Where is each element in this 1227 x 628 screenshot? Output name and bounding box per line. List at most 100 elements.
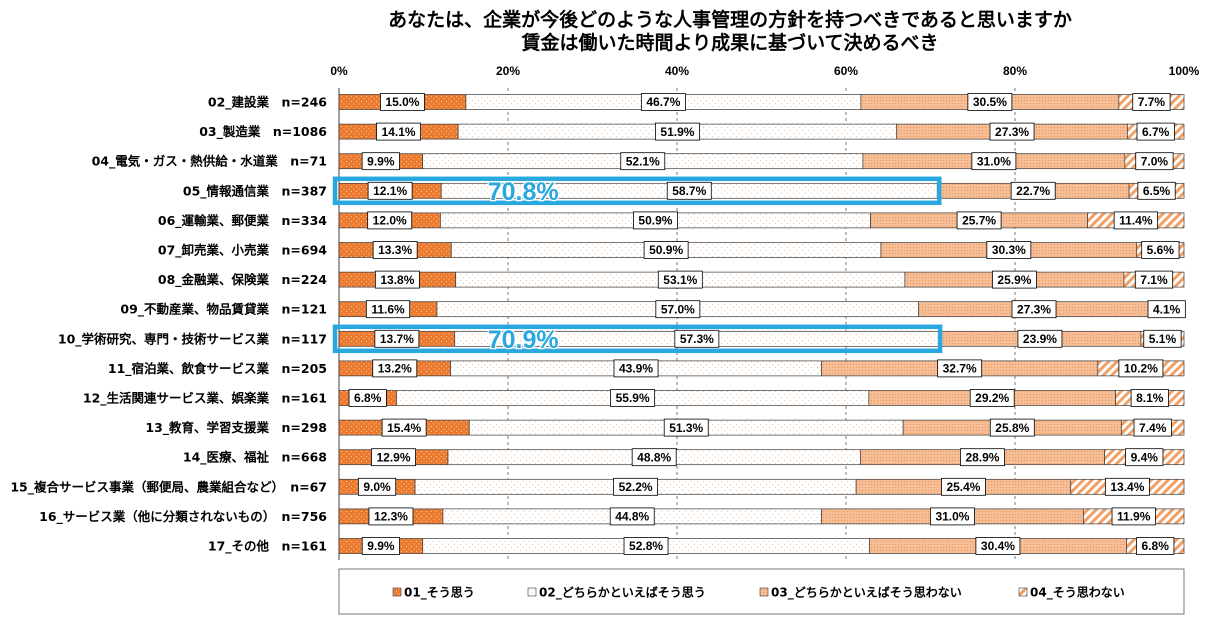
data-label: 12.1%: [367, 181, 413, 200]
data-label-box: [666, 181, 712, 200]
data-label: 27.3%: [1011, 300, 1057, 319]
x-tick-label: 80%: [1003, 64, 1027, 78]
data-label-box: [1136, 122, 1175, 141]
data-label-box: [663, 418, 709, 437]
data-label-text: 52.2%: [619, 480, 653, 494]
data-label: 7.0%: [1135, 152, 1174, 171]
category-label: 10_学術研究、専門・技術サービス業 n=117: [58, 331, 327, 347]
data-label-box: [930, 507, 975, 526]
data-label-text: 14.1%: [382, 125, 416, 139]
data-label: 30.5%: [967, 93, 1013, 111]
data-label-text: 23.9%: [1023, 332, 1057, 346]
data-label-box: [989, 418, 1035, 437]
data-label: 11.9%: [1111, 507, 1156, 526]
data-label-box: [613, 359, 659, 378]
data-label: 51.9%: [655, 122, 700, 141]
data-label-text: 43.9%: [619, 362, 653, 376]
data-label-box: [1133, 418, 1172, 437]
data-label-box: [975, 537, 1021, 555]
data-label: 52.2%: [613, 477, 659, 496]
data-label-text: 6.7%: [1142, 125, 1170, 139]
data-label-text: 9.4%: [1131, 450, 1159, 464]
data-label-text: 31.0%: [935, 510, 969, 524]
data-label-text: 15.0%: [385, 95, 419, 109]
data-label: 29.2%: [969, 389, 1015, 407]
data-label: 55.9%: [610, 389, 656, 407]
data-label-text: 10.2%: [1124, 362, 1158, 376]
data-label-text: 44.8%: [615, 510, 649, 524]
data-label-box: [1113, 211, 1158, 230]
data-label: 8.1%: [1130, 389, 1169, 407]
data-label-box: [623, 537, 669, 555]
data-label-box: [365, 300, 411, 319]
category-label: 05_情報通信業 n=387: [183, 183, 327, 199]
data-label-box: [991, 270, 1037, 289]
data-label-text: 7.1%: [1140, 273, 1168, 287]
data-label: 30.3%: [986, 241, 1032, 259]
data-label-box: [367, 211, 413, 230]
data-label-box: [613, 477, 659, 496]
data-label-box: [1136, 537, 1175, 555]
x-axis-tick-labels: 0% 20% 40% 60% 80% 100%: [330, 64, 1199, 78]
data-label-box: [1137, 181, 1176, 200]
data-label-box: [956, 211, 1002, 230]
chart-title: あなたは、企業が今後どのような人事管理の方針を持つべきであると思いますか: [388, 8, 1072, 31]
data-label: 6.5%: [1137, 181, 1176, 200]
data-label-text: 13.3%: [378, 243, 412, 257]
data-label-box: [1143, 329, 1182, 348]
data-label-text: 12.9%: [376, 450, 410, 464]
x-tick-label: 100%: [1169, 64, 1200, 78]
data-label: 25.4%: [941, 477, 986, 496]
data-label: 12.3%: [368, 507, 414, 526]
data-label-box: [643, 241, 689, 259]
category-label: 07_卸売業、小売業 n=694: [158, 243, 327, 259]
data-label-text: 28.9%: [965, 450, 999, 464]
data-label-box: [1010, 181, 1056, 200]
data-label-text: 30.3%: [992, 243, 1026, 257]
data-label: 30.4%: [975, 537, 1021, 555]
data-label: 6.8%: [1136, 537, 1175, 555]
data-label-box: [371, 448, 416, 467]
data-label: 58.7%: [666, 181, 712, 200]
data-label-box: [380, 93, 425, 111]
data-label-box: [357, 477, 397, 496]
data-label-box: [1134, 270, 1174, 289]
data-label-box: [1104, 477, 1150, 496]
data-label-text: 13.2%: [378, 362, 412, 376]
data-label: 14.1%: [376, 122, 421, 141]
chart-subtitle: 賃金は働いた時間より成果に基づいて決めるべき: [520, 31, 938, 54]
data-label: 9.4%: [1125, 448, 1164, 467]
data-label-box: [374, 329, 420, 348]
data-label-box: [381, 418, 427, 437]
data-label-box: [967, 93, 1013, 111]
data-label-text: 22.7%: [1016, 184, 1050, 198]
data-label-text: 25.4%: [946, 480, 980, 494]
data-label: 13.4%: [1104, 477, 1150, 496]
data-label: 53.1%: [657, 270, 703, 289]
data-label-text: 7.7%: [1138, 95, 1166, 109]
data-label: 10.2%: [1118, 359, 1164, 378]
category-label: 08_金融業、保険業 n=224: [158, 272, 327, 288]
data-label-box: [640, 93, 686, 111]
data-label-text: 50.9%: [638, 214, 672, 228]
data-label-box: [610, 389, 656, 407]
data-label: 6.7%: [1136, 122, 1175, 141]
data-label-box: [1147, 300, 1186, 319]
category-label: 06_運輸業、郵便業 n=334: [158, 213, 327, 229]
legend-label: 01_そう思う: [404, 586, 475, 601]
data-label: 5.6%: [1141, 241, 1180, 259]
data-label-box: [1132, 93, 1171, 111]
data-label-text: 11.6%: [371, 302, 405, 316]
data-label-box: [941, 477, 986, 496]
data-label-text: 12.1%: [373, 184, 407, 198]
legend-label: 03_どちらかといえばそう思わない: [771, 585, 962, 601]
data-label-text: 32.7%: [943, 362, 977, 376]
category-label: 11_宿泊業、飲食サービス業 n=205: [108, 361, 327, 377]
data-label: 13.3%: [372, 241, 418, 259]
data-label-box: [368, 507, 414, 526]
data-label: 31.0%: [930, 507, 975, 526]
legend-item: 01_そう思う: [392, 586, 475, 601]
data-label-box: [348, 389, 387, 407]
data-label-text: 53.1%: [663, 273, 697, 287]
data-label-box: [372, 359, 418, 378]
